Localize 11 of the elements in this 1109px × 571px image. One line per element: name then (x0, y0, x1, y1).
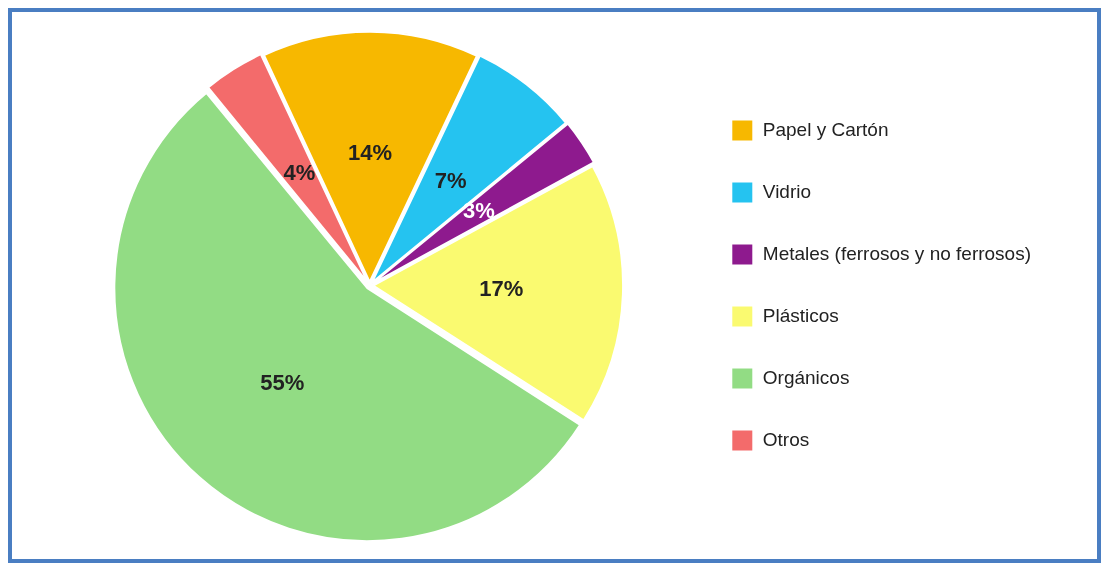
legend-label: Metales (ferrosos y no ferrosos) (762, 242, 1031, 264)
legend-label: Plásticos (762, 304, 839, 326)
legend-label: Vidrio (762, 180, 812, 202)
data-label: 14% (348, 139, 393, 165)
data-label: 55% (260, 370, 305, 396)
data-label: 17% (479, 276, 524, 302)
legend-label: Orgánicos (762, 366, 850, 388)
data-label: 4% (283, 160, 316, 186)
data-label: 7% (434, 167, 467, 193)
legend-label: Papel y Cartón (762, 118, 889, 140)
legend-label: Otros (762, 428, 810, 450)
